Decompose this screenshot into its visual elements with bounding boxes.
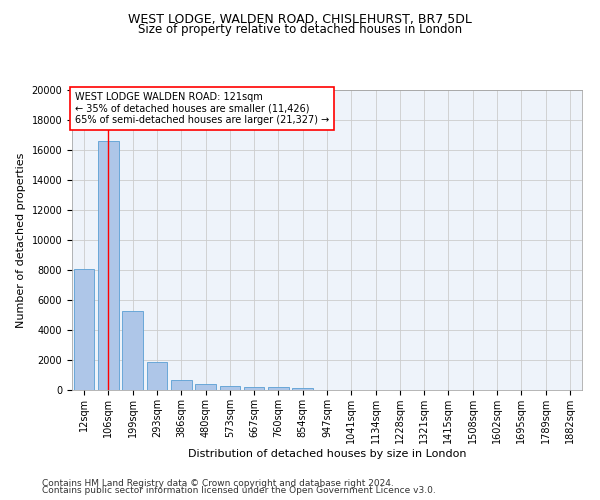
- Bar: [244, 386, 265, 390]
- Text: Contains HM Land Registry data © Crown copyright and database right 2024.: Contains HM Land Registry data © Crown c…: [42, 478, 394, 488]
- Bar: [98, 141, 119, 390]
- Bar: [171, 380, 191, 390]
- Text: Contains public sector information licensed under the Open Government Licence v3: Contains public sector information licen…: [42, 486, 436, 495]
- Bar: [292, 388, 313, 390]
- Y-axis label: Number of detached properties: Number of detached properties: [16, 152, 26, 328]
- Text: WEST LODGE WALDEN ROAD: 121sqm
← 35% of detached houses are smaller (11,426)
65%: WEST LODGE WALDEN ROAD: 121sqm ← 35% of …: [74, 92, 329, 124]
- X-axis label: Distribution of detached houses by size in London: Distribution of detached houses by size …: [188, 448, 466, 458]
- Text: WEST LODGE, WALDEN ROAD, CHISLEHURST, BR7 5DL: WEST LODGE, WALDEN ROAD, CHISLEHURST, BR…: [128, 12, 472, 26]
- Bar: [122, 310, 143, 390]
- Bar: [220, 386, 240, 390]
- Bar: [268, 387, 289, 390]
- Bar: [195, 384, 216, 390]
- Bar: [146, 362, 167, 390]
- Bar: [74, 268, 94, 390]
- Text: Size of property relative to detached houses in London: Size of property relative to detached ho…: [138, 22, 462, 36]
